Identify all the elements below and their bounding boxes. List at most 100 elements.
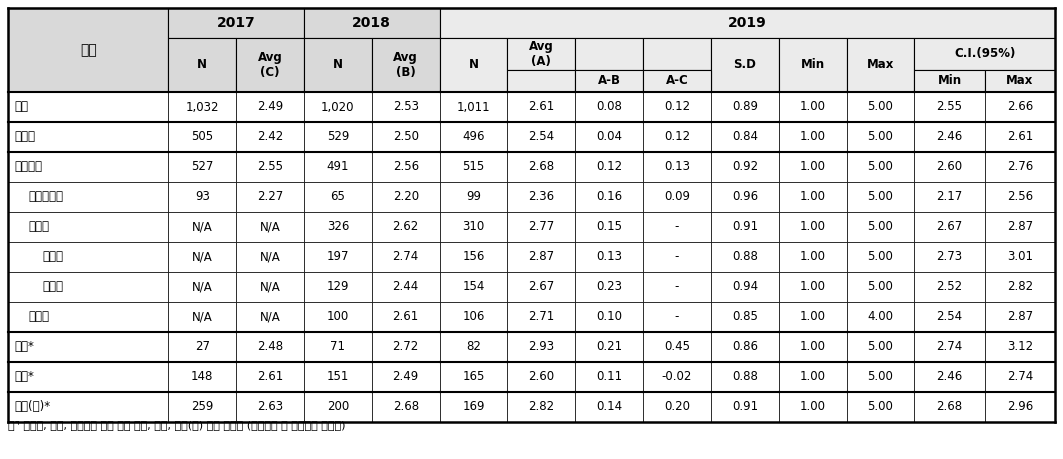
Bar bbox=[507, 92, 575, 122]
Bar bbox=[711, 332, 779, 362]
Text: N/A: N/A bbox=[259, 310, 281, 324]
Text: 2.17: 2.17 bbox=[937, 190, 963, 203]
Bar bbox=[440, 242, 507, 272]
Bar bbox=[914, 152, 984, 182]
Text: 529: 529 bbox=[326, 130, 349, 144]
Bar bbox=[643, 182, 711, 212]
Text: N/A: N/A bbox=[191, 251, 213, 263]
Bar bbox=[304, 332, 372, 362]
Bar bbox=[779, 272, 846, 302]
Text: 310: 310 bbox=[462, 220, 485, 234]
Text: 기업*: 기업* bbox=[14, 341, 34, 353]
Text: A-B: A-B bbox=[597, 74, 621, 88]
Bar bbox=[304, 8, 440, 38]
Bar bbox=[846, 152, 914, 182]
Text: 2.50: 2.50 bbox=[392, 130, 419, 144]
Bar bbox=[304, 152, 372, 182]
Text: 1.00: 1.00 bbox=[799, 161, 826, 174]
Text: 2.87: 2.87 bbox=[1007, 310, 1033, 324]
Text: -0.02: -0.02 bbox=[662, 370, 692, 384]
Bar bbox=[914, 38, 1054, 70]
Bar bbox=[984, 332, 1054, 362]
Bar bbox=[779, 332, 846, 362]
Bar bbox=[984, 182, 1054, 212]
Text: -: - bbox=[675, 220, 679, 234]
Bar bbox=[440, 272, 507, 302]
Text: 2.46: 2.46 bbox=[937, 130, 963, 144]
Text: 책임자: 책임자 bbox=[28, 310, 49, 324]
Text: 0.12: 0.12 bbox=[596, 161, 622, 174]
Bar bbox=[846, 212, 914, 242]
Bar bbox=[575, 92, 643, 122]
Text: 1,020: 1,020 bbox=[321, 101, 355, 113]
Text: 197: 197 bbox=[326, 251, 349, 263]
Bar bbox=[168, 8, 304, 38]
Text: 2.73: 2.73 bbox=[937, 251, 963, 263]
Text: 5.00: 5.00 bbox=[867, 190, 893, 203]
Bar bbox=[575, 332, 643, 362]
Bar bbox=[779, 212, 846, 242]
Bar bbox=[507, 152, 575, 182]
Text: N/A: N/A bbox=[191, 310, 213, 324]
Bar bbox=[643, 362, 711, 392]
Text: 82: 82 bbox=[466, 341, 480, 353]
Bar bbox=[984, 362, 1054, 392]
Bar bbox=[643, 242, 711, 272]
Text: 2.72: 2.72 bbox=[392, 341, 419, 353]
Text: N/A: N/A bbox=[191, 220, 213, 234]
Text: 2.68: 2.68 bbox=[937, 401, 963, 414]
Bar bbox=[168, 242, 236, 272]
Text: 2.76: 2.76 bbox=[1007, 161, 1033, 174]
Text: 1,032: 1,032 bbox=[185, 101, 219, 113]
Text: 2.67: 2.67 bbox=[528, 280, 555, 293]
Bar bbox=[914, 70, 984, 92]
Text: 527: 527 bbox=[191, 161, 214, 174]
Bar bbox=[507, 182, 575, 212]
Bar bbox=[507, 272, 575, 302]
Text: Max: Max bbox=[866, 58, 894, 72]
Text: 2.27: 2.27 bbox=[257, 190, 283, 203]
Bar bbox=[440, 38, 507, 92]
Text: 2.61: 2.61 bbox=[257, 370, 283, 384]
Bar bbox=[168, 332, 236, 362]
Bar bbox=[507, 122, 575, 152]
Bar bbox=[304, 272, 372, 302]
Bar bbox=[372, 272, 440, 302]
Text: 106: 106 bbox=[462, 310, 485, 324]
Bar bbox=[440, 392, 507, 422]
Text: 2.63: 2.63 bbox=[257, 401, 283, 414]
Text: 중대형: 중대형 bbox=[43, 251, 63, 263]
Bar bbox=[575, 152, 643, 182]
Text: S.D: S.D bbox=[733, 58, 756, 72]
Bar bbox=[372, 212, 440, 242]
Text: A-C: A-C bbox=[665, 74, 689, 88]
Bar bbox=[984, 70, 1054, 92]
Bar bbox=[914, 182, 984, 212]
Bar bbox=[711, 272, 779, 302]
Text: 2.71: 2.71 bbox=[528, 310, 555, 324]
Text: 1.00: 1.00 bbox=[799, 310, 826, 324]
Bar bbox=[168, 392, 236, 422]
Text: 2.44: 2.44 bbox=[392, 280, 419, 293]
Bar bbox=[304, 302, 372, 332]
Bar bbox=[711, 182, 779, 212]
Text: 2.96: 2.96 bbox=[1007, 401, 1033, 414]
Bar bbox=[372, 182, 440, 212]
Text: 2.54: 2.54 bbox=[937, 310, 963, 324]
Text: 0.45: 0.45 bbox=[664, 341, 690, 353]
Text: 2.36: 2.36 bbox=[528, 190, 555, 203]
Bar bbox=[236, 242, 304, 272]
Bar bbox=[440, 182, 507, 212]
Text: 2.49: 2.49 bbox=[257, 101, 283, 113]
Bar bbox=[440, 122, 507, 152]
Bar bbox=[440, 212, 507, 242]
Bar bbox=[440, 332, 507, 362]
Text: 우수성과자: 우수성과자 bbox=[28, 190, 63, 203]
Text: C.I.(95%): C.I.(95%) bbox=[954, 47, 1015, 61]
Text: 2.62: 2.62 bbox=[392, 220, 419, 234]
Bar bbox=[984, 302, 1054, 332]
Text: 1.00: 1.00 bbox=[799, 220, 826, 234]
Bar bbox=[779, 122, 846, 152]
Bar bbox=[779, 362, 846, 392]
Text: 1.00: 1.00 bbox=[799, 341, 826, 353]
